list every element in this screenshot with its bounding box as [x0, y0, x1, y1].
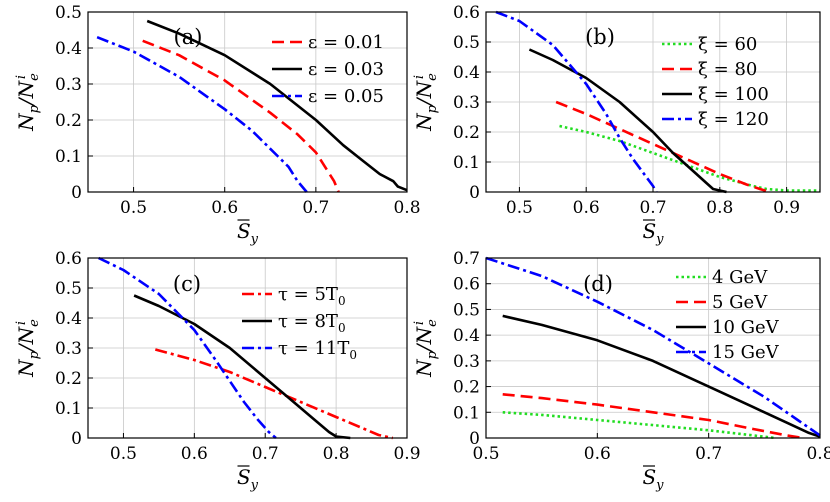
x-tick-label: 0.8 [806, 444, 830, 464]
y-axis-label: Np/Nei [412, 319, 440, 378]
series-line-2 [96, 35, 308, 193]
series-line-1 [502, 393, 804, 440]
legend-label: ξ = 100 [698, 84, 769, 105]
x-tick-label: 0.8 [706, 198, 733, 218]
x-tick-label: 0.7 [639, 198, 666, 218]
series-line-0 [154, 348, 394, 440]
x-tick-label: 0.9 [773, 198, 800, 218]
y-tick-label: 0.6 [453, 3, 480, 23]
x-tick-label: 0.5 [110, 444, 137, 464]
legend-label: τ = 8T0 [278, 311, 346, 335]
legend-label: 10 GeV [712, 317, 780, 338]
y-tick-label: 0.2 [55, 111, 82, 131]
y-axis-label: Np/Nei [14, 73, 42, 132]
panel-c: 0.5 0.6 0.7 0.8 0.9 0 0.1 0.2 0.3 0.4 0.5 0.6 (c) τ =… [14, 249, 421, 493]
y-tick-label: 0.1 [453, 403, 480, 423]
plot-frame [87, 11, 408, 193]
x-axis-label: Sy [642, 219, 664, 247]
y-tick-label: 0.7 [453, 249, 480, 269]
x-tick-label: 0.5 [120, 198, 147, 218]
series-line-2 [528, 48, 727, 194]
x-tick-label: 0.6 [584, 444, 611, 464]
legend-label: ε = 0.01 [308, 32, 384, 53]
x-tick-label: 0.8 [323, 444, 350, 464]
legend-label: ξ = 80 [698, 59, 757, 80]
y-tick-label: 0.4 [55, 309, 82, 329]
x-tick-label: 0.7 [252, 444, 279, 464]
y-tick-label: 0.6 [453, 275, 480, 295]
series-line-1 [146, 19, 408, 192]
panel-label: (a) [174, 25, 203, 49]
x-tick-label: 0.5 [506, 198, 533, 218]
panel-label: (b) [585, 25, 615, 49]
panel-a: 0.5 0.6 0.7 0.8 0 0.1 0.2 0.3 0.4 0.5 (a) ε = 0.01 ε… [14, 3, 421, 247]
legend-label: ξ = 120 [698, 109, 769, 130]
y-axis-label: Np/Nei [412, 73, 440, 132]
y-tick-label: 0.3 [453, 93, 480, 113]
x-tick-label: 0.5 [472, 444, 499, 464]
y-tick-label: 0.5 [453, 33, 480, 53]
series-line-0 [502, 411, 776, 440]
series-line-2 [98, 256, 277, 439]
y-tick-label: 0 [71, 429, 82, 449]
legend-label: ε = 0.05 [308, 86, 384, 107]
legend-label: 15 GeV [712, 342, 780, 363]
series-line-1 [555, 100, 771, 194]
plot-frame [485, 257, 821, 439]
y-tick-label: 0.5 [453, 300, 480, 320]
x-tick-label: 0.8 [393, 198, 420, 218]
y-tick-label: 0.4 [453, 326, 480, 346]
x-tick-label: 0.9 [393, 444, 420, 464]
series-line-3 [495, 10, 658, 193]
legend-label: τ = 5T0 [278, 284, 346, 308]
y-tick-label: 0.5 [55, 279, 82, 299]
legend-label: 5 GeV [712, 292, 768, 313]
series-line-3 [485, 256, 821, 437]
panel-label: (c) [173, 272, 201, 296]
panel-label: (d) [583, 272, 613, 296]
y-tick-label: 0 [469, 183, 480, 203]
y-tick-label: 0.1 [55, 147, 82, 167]
x-tick-label: 0.7 [302, 198, 329, 218]
series-line-0 [559, 124, 820, 192]
legend-label: ε = 0.03 [308, 59, 384, 80]
y-tick-label: 0.4 [453, 63, 480, 83]
x-tick-label: 0.6 [573, 198, 600, 218]
x-axis-label: Sy [237, 465, 259, 493]
y-tick-label: 0.1 [453, 153, 480, 173]
x-tick-label: 0.7 [695, 444, 722, 464]
panel-d: 0.5 0.6 0.7 0.8 0 0.1 0.2 0.3 0.4 0.5 0.6 0.7 (d) 4 G… [412, 249, 830, 493]
y-tick-label: 0.2 [453, 378, 480, 398]
y-tick-label: 0.5 [55, 3, 82, 23]
y-tick-label: 0 [469, 429, 480, 449]
x-tick-label: 0.6 [211, 198, 238, 218]
y-tick-label: 0.3 [55, 75, 82, 95]
y-tick-label: 0.4 [55, 39, 82, 59]
panel-b: 0.5 0.6 0.7 0.8 0.9 0 0.1 0.2 0.3 0.4 0.5 0.6 (b) ξ =… [412, 3, 821, 247]
y-tick-label: 0.6 [55, 249, 82, 269]
y-tick-label: 0.1 [55, 399, 82, 419]
y-tick-label: 0.2 [453, 123, 480, 143]
series-line-1 [133, 294, 351, 440]
x-tick-label: 0.6 [181, 444, 208, 464]
series-line-2 [502, 314, 821, 438]
y-tick-label: 0.2 [55, 369, 82, 389]
y-axis-label: Np/Nei [14, 319, 42, 378]
y-tick-label: 0 [71, 183, 82, 203]
y-tick-label: 0.3 [453, 352, 480, 372]
legend-label: ξ = 60 [698, 34, 757, 55]
series-line-0 [142, 39, 340, 193]
legend-label: 4 GeV [712, 267, 768, 288]
x-axis-label: Sy [237, 219, 259, 247]
y-tick-label: 0.3 [55, 339, 82, 359]
legend-label: τ = 11T0 [278, 338, 357, 362]
x-axis-label: Sy [642, 465, 664, 493]
